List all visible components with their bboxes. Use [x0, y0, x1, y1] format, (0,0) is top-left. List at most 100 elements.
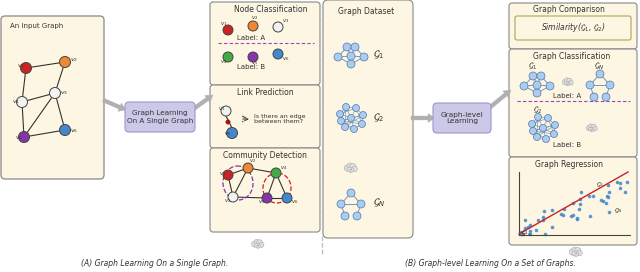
Point	[531, 227, 541, 232]
Point	[568, 213, 578, 217]
Point	[516, 232, 526, 236]
FancyBboxPatch shape	[323, 0, 413, 238]
Circle shape	[606, 81, 614, 89]
Circle shape	[341, 212, 349, 220]
FancyBboxPatch shape	[1, 16, 104, 179]
Text: (A) Graph Learning On a Single Graph.: (A) Graph Learning On a Single Graph.	[81, 259, 228, 268]
Circle shape	[226, 120, 230, 124]
Circle shape	[590, 93, 598, 101]
Point	[604, 210, 614, 214]
Circle shape	[351, 125, 358, 132]
Circle shape	[347, 163, 353, 168]
Text: Link Prediction: Link Prediction	[237, 88, 294, 97]
Point	[620, 190, 630, 194]
Text: $v_4$: $v_4$	[280, 164, 287, 172]
Text: $v_3$: $v_3$	[224, 197, 232, 205]
Text: Graph Learning
On A Single Graph: Graph Learning On A Single Graph	[127, 110, 193, 123]
FancyBboxPatch shape	[210, 2, 320, 85]
Circle shape	[564, 81, 568, 85]
Text: Label: A: Label: A	[237, 35, 265, 41]
Text: $v_2$: $v_2$	[70, 56, 78, 64]
Point	[622, 180, 632, 184]
Text: Similarity($\mathcal{G}_1$, $\mathcal{G}_2$): Similarity($\mathcal{G}_1$, $\mathcal{G}…	[541, 21, 605, 35]
Circle shape	[337, 118, 344, 125]
Circle shape	[550, 131, 557, 138]
Circle shape	[572, 247, 577, 252]
Point	[518, 232, 529, 236]
Point	[573, 207, 584, 211]
Circle shape	[360, 53, 368, 61]
Circle shape	[17, 97, 28, 107]
Circle shape	[537, 72, 545, 80]
Text: $v_4$: $v_4$	[220, 58, 228, 66]
Text: Graph Regression: Graph Regression	[535, 160, 603, 169]
Point	[516, 230, 526, 234]
Circle shape	[347, 52, 355, 60]
Circle shape	[343, 43, 351, 51]
Circle shape	[589, 124, 593, 128]
Circle shape	[20, 63, 31, 73]
Text: $\mathcal{G}_2$: $\mathcal{G}_2$	[533, 105, 543, 116]
Text: $v_4$: $v_4$	[12, 98, 20, 106]
Text: $\mathcal{G}_N$: $\mathcal{G}_N$	[614, 206, 623, 215]
Point	[533, 217, 543, 222]
Text: $v_1$: $v_1$	[17, 62, 25, 70]
Point	[538, 215, 548, 219]
Text: $\mathcal{G}_N$: $\mathcal{G}_N$	[373, 196, 386, 209]
Point	[602, 194, 612, 198]
Circle shape	[19, 131, 29, 143]
Circle shape	[563, 79, 568, 85]
Text: $v_6$: $v_6$	[291, 198, 298, 206]
Circle shape	[259, 242, 264, 248]
Circle shape	[223, 170, 233, 180]
Circle shape	[221, 106, 231, 116]
Circle shape	[273, 22, 283, 32]
Text: Label: B: Label: B	[237, 64, 265, 70]
Circle shape	[254, 243, 259, 248]
Point	[572, 216, 582, 220]
Point	[615, 181, 625, 185]
Circle shape	[564, 78, 569, 82]
Circle shape	[342, 104, 349, 110]
Point	[572, 217, 582, 221]
Circle shape	[572, 251, 577, 256]
Circle shape	[228, 192, 238, 202]
Text: $v_1$: $v_1$	[219, 170, 227, 178]
Text: $v_5$: $v_5$	[258, 198, 266, 206]
FancyBboxPatch shape	[210, 148, 320, 232]
Circle shape	[334, 53, 342, 61]
Circle shape	[577, 250, 582, 256]
FancyBboxPatch shape	[433, 103, 491, 133]
Circle shape	[575, 248, 581, 254]
Text: $v_6$: $v_6$	[224, 130, 232, 138]
Circle shape	[589, 127, 595, 132]
Text: ...: ...	[566, 80, 570, 85]
Point	[556, 212, 566, 216]
Circle shape	[252, 241, 257, 247]
Text: $\mathcal{G}_N$: $\mathcal{G}_N$	[594, 60, 604, 72]
Point	[612, 180, 622, 184]
Circle shape	[353, 104, 360, 112]
Text: An Input Graph: An Input Graph	[10, 23, 63, 29]
Point	[575, 202, 585, 206]
Circle shape	[348, 167, 354, 172]
Circle shape	[243, 163, 253, 173]
Circle shape	[586, 81, 594, 89]
Text: Community Detection: Community Detection	[223, 151, 307, 160]
Circle shape	[227, 128, 237, 138]
Text: $v_2$: $v_2$	[249, 157, 257, 165]
Polygon shape	[102, 98, 126, 111]
Point	[566, 214, 577, 218]
Text: ...: ...	[256, 242, 260, 247]
Point	[598, 199, 608, 203]
Text: $v_3$: $v_3$	[218, 105, 225, 113]
Circle shape	[337, 200, 345, 208]
Point	[604, 190, 614, 194]
Circle shape	[348, 115, 355, 122]
Circle shape	[353, 212, 361, 220]
Circle shape	[342, 123, 349, 131]
Circle shape	[271, 168, 281, 178]
Circle shape	[573, 251, 579, 256]
FancyBboxPatch shape	[509, 157, 637, 245]
Circle shape	[248, 52, 258, 62]
